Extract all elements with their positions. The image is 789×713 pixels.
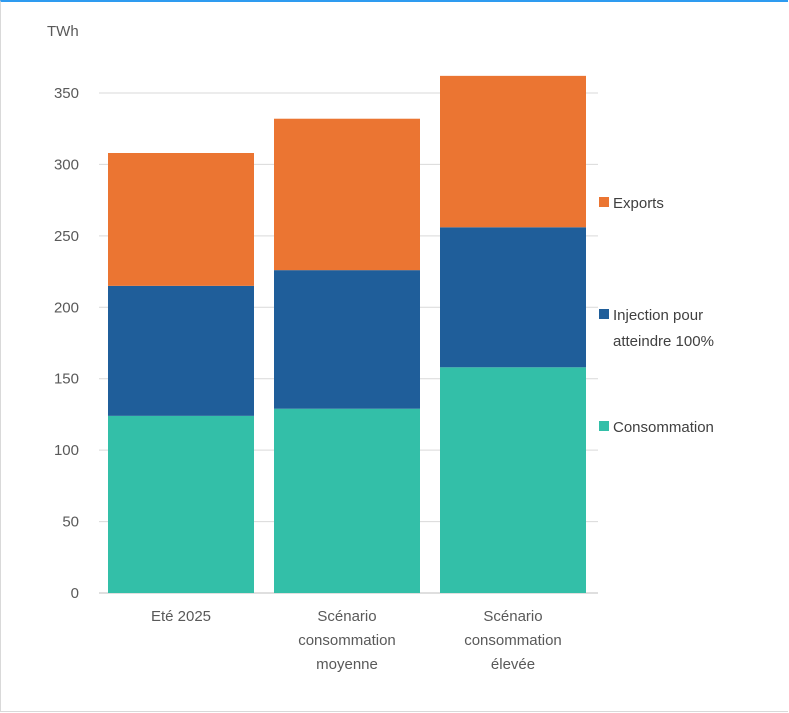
y-tick-label: 250: [54, 228, 79, 245]
bars: [108, 75, 586, 593]
bar-segment-injection-pour-atteindre-100: [108, 285, 254, 416]
x-category-label: Eté 2025: [151, 608, 211, 625]
legend: Exports Injection pour atteindre 100% Conso…: [599, 195, 714, 436]
bar-segment-consommation: [108, 415, 254, 593]
legend-label-exports: Exports: [613, 195, 664, 212]
y-tick-label: 100: [54, 442, 79, 459]
bar-segment-consommation: [274, 408, 420, 593]
bar-segment-injection-pour-atteindre-100: [440, 227, 586, 368]
bar-segment-exports: [274, 118, 420, 271]
y-tick-label: 50: [62, 514, 79, 531]
y-unit-label: TWh: [47, 23, 79, 40]
x-category-label: Scénario consommation moyenne: [298, 608, 396, 673]
y-tick-label: 350: [54, 85, 79, 102]
x-axis: Eté 2025 Scénario consommation moyenne Scéna…: [151, 608, 562, 673]
bar-segment-consommation: [440, 367, 586, 593]
legend-swatch-consommation: [599, 421, 609, 431]
legend-swatch-exports: [599, 197, 609, 207]
x-category-label: Scénario consommation élevée: [464, 608, 562, 673]
y-tick-label: 200: [54, 299, 79, 316]
y-axis: 0 50 100 150 200 250 300 350: [54, 85, 79, 602]
bar-segment-exports: [108, 153, 254, 286]
y-tick-label: 150: [54, 371, 79, 388]
legend-label-consommation: Consommation: [613, 419, 714, 436]
bar-segment-injection-pour-atteindre-100: [274, 270, 420, 409]
y-tick-label: 300: [54, 156, 79, 173]
y-tick-label: 0: [71, 585, 79, 602]
bar-segment-exports: [440, 75, 586, 228]
legend-label-injection-pour-atteindre-100: Injection pour atteindre 100%: [613, 307, 714, 350]
legend-swatch-injection-pour-atteindre-100: [599, 309, 609, 319]
